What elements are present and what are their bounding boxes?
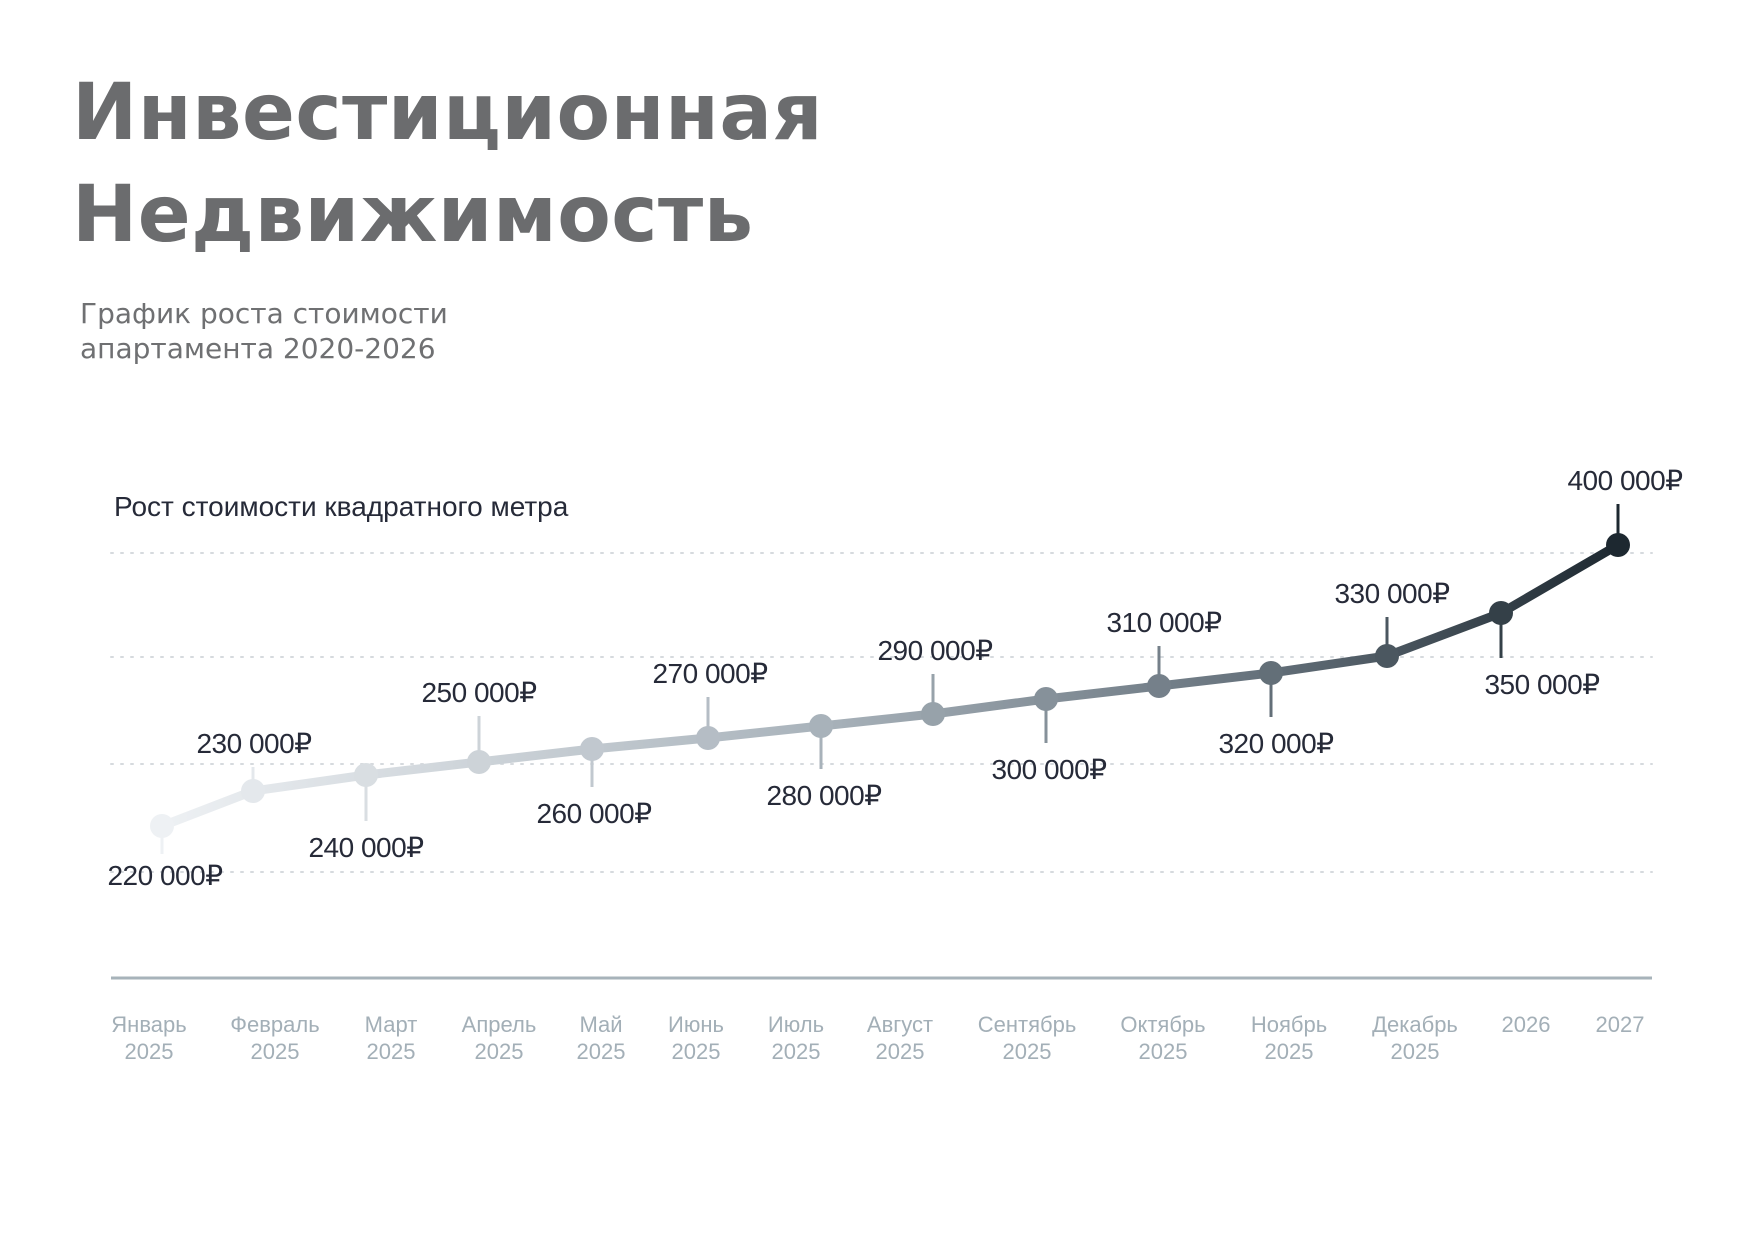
value-label: 270 000₽ — [652, 658, 767, 689]
x-axis-labels: Январь2025Февраль2025Март2025Апрель2025М… — [111, 1012, 1644, 1064]
data-point — [1259, 661, 1283, 685]
chart-title: Рост стоимости квадратного метра — [114, 491, 569, 522]
data-point — [921, 702, 945, 726]
page-subtitle: График роста стоимости апартамента 2020-… — [80, 296, 448, 366]
data-point — [1034, 687, 1058, 711]
x-axis-label: Февраль — [230, 1012, 319, 1037]
value-label: 290 000₽ — [877, 635, 992, 666]
value-label: 300 000₽ — [991, 754, 1106, 785]
data-point — [241, 779, 265, 803]
value-label: 220 000₽ — [107, 860, 222, 891]
value-labels: 220 000₽ 230 000₽ 240 000₽ 250 000₽ 260 000₽… — [107, 465, 1683, 891]
x-axis-label: Октябрь — [1120, 1012, 1205, 1037]
data-point — [1489, 601, 1513, 625]
x-axis-label: Июль — [768, 1012, 824, 1037]
x-axis-label: Ноябрь — [1251, 1012, 1327, 1037]
data-point — [809, 714, 833, 738]
x-axis-label-year: 2025 — [672, 1039, 721, 1064]
data-point — [150, 814, 174, 838]
grid-lines — [110, 552, 1653, 873]
title-line-1: Инвестиционная — [72, 68, 824, 158]
x-axis-label: Август — [867, 1012, 933, 1037]
value-label: 310 000₽ — [1106, 607, 1221, 638]
series-line — [157, 540, 1623, 831]
x-axis-label: Январь — [111, 1012, 186, 1037]
data-point — [1606, 533, 1630, 557]
x-axis-label: Апрель — [462, 1012, 537, 1037]
x-axis-label-year: 2025 — [1003, 1039, 1052, 1064]
x-axis-label: 2027 — [1596, 1012, 1645, 1037]
x-axis-label-year: 2025 — [1391, 1039, 1440, 1064]
x-axis-label-year: 2025 — [577, 1039, 626, 1064]
x-axis-label-year: 2025 — [876, 1039, 925, 1064]
x-axis-label: Март — [365, 1012, 418, 1037]
x-axis-label-year: 2025 — [772, 1039, 821, 1064]
value-label: 320 000₽ — [1218, 728, 1333, 759]
value-label: 280 000₽ — [766, 780, 881, 811]
data-point — [1147, 674, 1171, 698]
subtitle-line-1: График роста стоимости — [80, 297, 448, 330]
page-title: Инвестиционная Недвижимость — [72, 62, 823, 266]
value-label: 250 000₽ — [421, 677, 536, 708]
x-axis-label-year: 2025 — [1265, 1039, 1314, 1064]
x-axis-label-year: 2025 — [475, 1039, 524, 1064]
x-axis-label: Декабрь — [1372, 1012, 1458, 1037]
value-label: 240 000₽ — [308, 832, 423, 863]
value-ticks — [160, 504, 1620, 854]
value-label: 330 000₽ — [1334, 578, 1449, 609]
x-axis-label: 2026 — [1502, 1012, 1551, 1037]
data-point — [354, 763, 378, 787]
x-axis-label-year: 2025 — [1139, 1039, 1188, 1064]
x-axis-label-year: 2025 — [125, 1039, 174, 1064]
title-line-2: Недвижимость — [72, 170, 754, 260]
x-axis-label-year: 2025 — [367, 1039, 416, 1064]
x-axis-label: Май — [579, 1012, 622, 1037]
data-point — [696, 726, 720, 750]
data-point — [580, 737, 604, 761]
x-axis-label: Июнь — [668, 1012, 724, 1037]
subtitle-line-2: апартамента 2020-2026 — [80, 332, 436, 365]
data-point — [1375, 644, 1399, 668]
value-label: 400 000₽ — [1567, 465, 1682, 496]
data-point — [467, 750, 491, 774]
x-axis-label-year: 2025 — [251, 1039, 300, 1064]
value-label: 350 000₽ — [1484, 669, 1599, 700]
value-label: 230 000₽ — [196, 728, 311, 759]
x-axis-label: Сентябрь — [978, 1012, 1077, 1037]
value-label: 260 000₽ — [536, 798, 651, 829]
data-points — [150, 533, 1630, 838]
